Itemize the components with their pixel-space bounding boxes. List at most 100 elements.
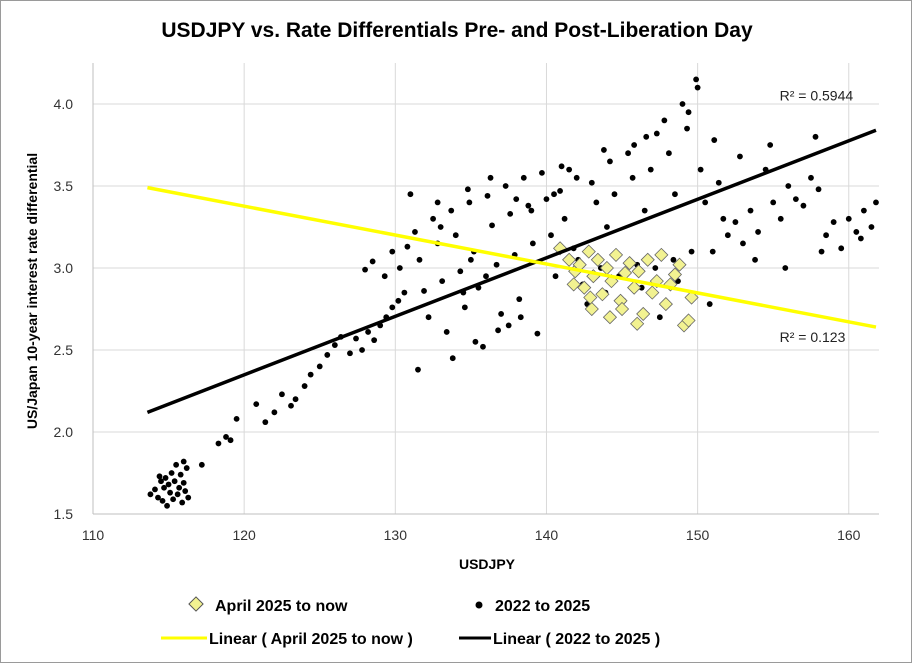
x-axis-title: USDJPY <box>459 556 516 572</box>
data-point-2022-to-2025 <box>371 337 378 344</box>
data-point-2022-to-2025 <box>401 289 408 296</box>
data-point-2022-to-2025 <box>792 196 799 203</box>
data-point-2022-to-2025 <box>702 199 709 206</box>
data-point-april-2025-to-now <box>667 267 683 282</box>
data-point-2022-to-2025 <box>271 409 278 416</box>
data-point-2022-to-2025 <box>466 199 473 206</box>
data-point-2022-to-2025 <box>693 76 700 83</box>
data-point-2022-to-2025 <box>253 401 260 408</box>
data-point-2022-to-2025 <box>448 207 455 214</box>
data-point-2022-to-2025 <box>439 278 446 285</box>
data-point-2022-to-2025 <box>643 133 650 140</box>
data-point-2022-to-2025 <box>688 248 695 255</box>
data-point-2022-to-2025 <box>416 256 423 263</box>
data-point-2022-to-2025 <box>457 268 464 275</box>
data-point-2022-to-2025 <box>461 304 468 311</box>
data-point-2022-to-2025 <box>543 196 550 203</box>
data-point-april-2025-to-now <box>614 301 630 317</box>
data-point-2022-to-2025 <box>838 245 845 252</box>
r-squared-2022: R² = 0.5944 <box>780 88 854 104</box>
data-point-2022-to-2025 <box>174 491 181 498</box>
legend-item-2022: 2022 to 2025 <box>475 598 590 615</box>
data-point-2022-to-2025 <box>652 265 659 271</box>
data-point-2022-to-2025 <box>558 163 565 170</box>
data-point-2022-to-2025 <box>808 174 814 181</box>
data-point-april-2025-to-now <box>599 260 614 276</box>
data-point-2022-to-2025 <box>653 130 660 137</box>
data-point-2022-to-2025 <box>631 142 638 148</box>
data-point-2022-to-2025 <box>171 478 178 485</box>
data-point-2022-to-2025 <box>437 224 444 230</box>
data-point-2022-to-2025 <box>800 202 807 209</box>
data-point-2022-to-2025 <box>611 191 618 198</box>
data-point-2022-to-2025 <box>818 248 825 255</box>
chart-title: USDJPY vs. Rate Differentials Pre- and P… <box>161 19 753 42</box>
data-point-2022-to-2025 <box>720 215 727 222</box>
y-tick-label: 4.0 <box>54 96 74 112</box>
data-point-2022-to-2025 <box>740 240 746 247</box>
data-point-2022-to-2025 <box>425 314 432 321</box>
data-point-2022-to-2025 <box>331 342 338 348</box>
data-point-2022-to-2025 <box>158 478 164 485</box>
data-point-2022-to-2025 <box>173 461 180 468</box>
data-point-2022-to-2025 <box>396 265 403 271</box>
data-point-2022-to-2025 <box>288 402 294 409</box>
x-tick-labels: 110 120 130 140 150 160 <box>82 527 861 543</box>
data-point-2022-to-2025 <box>307 371 314 378</box>
data-point-2022-to-2025 <box>434 199 441 206</box>
data-point-2022-to-2025 <box>525 202 532 209</box>
data-point-2022-to-2025 <box>679 101 686 107</box>
data-point-april-2025-to-now <box>583 290 598 305</box>
data-point-2022-to-2025 <box>709 248 716 255</box>
y-tick-label: 2.5 <box>54 342 74 358</box>
data-point-2022-to-2025 <box>647 166 654 173</box>
series-april-2025-to-now <box>552 241 699 333</box>
data-point-2022-to-2025 <box>472 338 479 345</box>
data-point-2022-to-2025 <box>566 166 573 173</box>
data-point-2022-to-2025 <box>179 499 186 506</box>
data-point-2022-to-2025 <box>369 258 376 265</box>
data-point-2022-to-2025 <box>223 434 229 440</box>
data-point-2022-to-2025 <box>573 174 580 181</box>
data-point-2022-to-2025 <box>724 232 731 239</box>
data-point-2022-to-2025 <box>670 256 677 263</box>
data-point-2022-to-2025 <box>415 366 421 373</box>
data-point-april-2025-to-now <box>658 297 673 312</box>
data-point-2022-to-2025 <box>483 273 489 280</box>
data-point-2022-to-2025 <box>443 329 450 335</box>
data-point-2022-to-2025 <box>480 343 486 350</box>
data-point-2022-to-2025 <box>815 186 822 193</box>
data-point-2022-to-2025 <box>152 486 158 493</box>
r-squared-april: R² = 0.123 <box>780 329 846 345</box>
data-point-2022-to-2025 <box>539 169 545 176</box>
data-point-2022-to-2025 <box>752 256 758 263</box>
data-point-2022-to-2025 <box>498 311 505 317</box>
data-point-2022-to-2025 <box>183 465 190 471</box>
data-point-2022-to-2025 <box>747 207 754 214</box>
data-point-2022-to-2025 <box>155 494 161 501</box>
data-point-2022-to-2025 <box>767 142 774 148</box>
data-point-april-2025-to-now <box>645 285 660 300</box>
data-point-2022-to-2025 <box>421 288 427 294</box>
data-point-2022-to-2025 <box>168 470 175 476</box>
data-point-2022-to-2025 <box>464 186 471 193</box>
data-point-2022-to-2025 <box>737 153 743 160</box>
data-point-2022-to-2025 <box>170 496 177 503</box>
data-point-2022-to-2025 <box>665 150 672 157</box>
data-point-2022-to-2025 <box>180 458 187 465</box>
x-tick-label: 120 <box>232 527 256 543</box>
data-point-2022-to-2025 <box>672 191 678 198</box>
data-point-2022-to-2025 <box>777 215 784 222</box>
data-point-2022-to-2025 <box>362 266 368 273</box>
data-point-2022-to-2025 <box>489 222 495 229</box>
data-point-april-2025-to-now <box>595 287 610 302</box>
data-point-2022-to-2025 <box>638 284 645 291</box>
data-point-2022-to-2025 <box>706 301 713 307</box>
data-point-2022-to-2025 <box>528 207 535 214</box>
data-point-april-2025-to-now <box>684 290 699 305</box>
data-point-2022-to-2025 <box>452 232 459 239</box>
data-point-2022-to-2025 <box>507 210 514 217</box>
data-point-2022-to-2025 <box>316 363 323 370</box>
data-point-2022-to-2025 <box>227 437 234 444</box>
